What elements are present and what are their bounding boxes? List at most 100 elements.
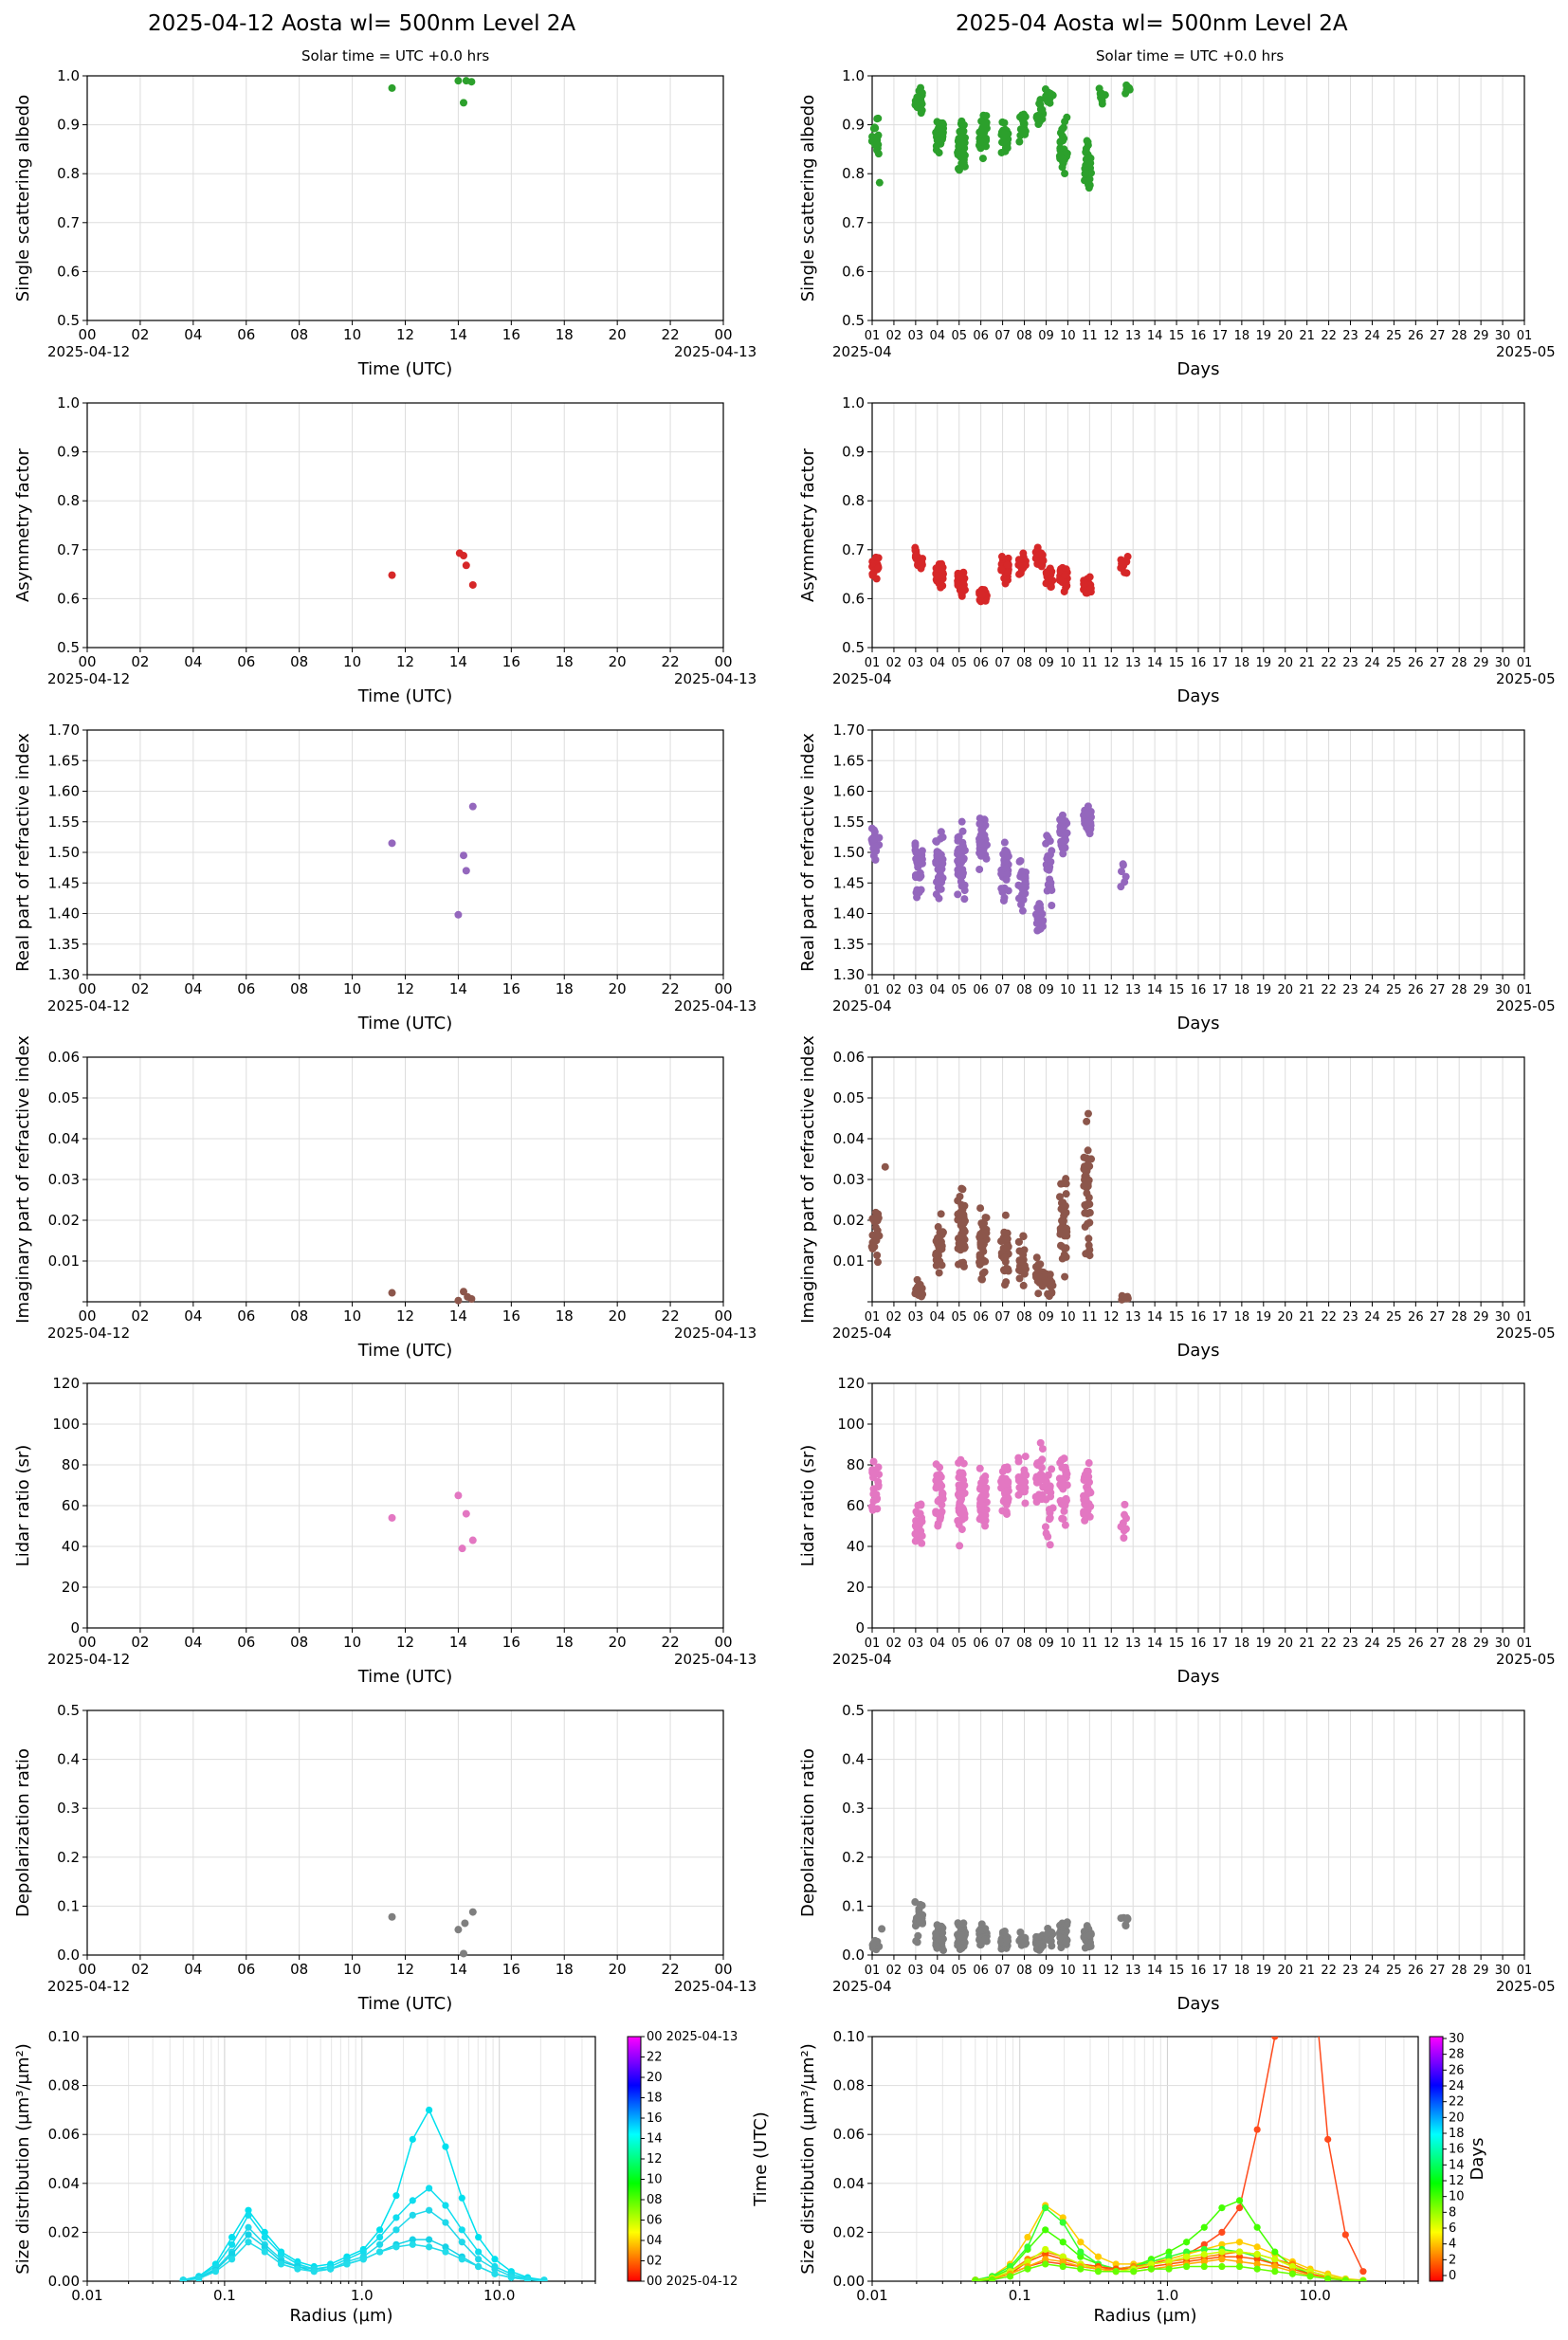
series-point [1271,2262,1279,2271]
series-point [261,2243,268,2251]
data-point [932,1942,940,1950]
data-point [1055,1193,1064,1201]
data-point [1081,176,1089,185]
data-point [955,1521,963,1529]
x-tick-label: 13 [1125,983,1141,997]
x-tick-label: 00 [714,653,732,670]
x-tick-label: 00 [714,1634,732,1651]
series-point [392,2243,400,2251]
axes-frame [871,2036,1419,2282]
data-point [1045,865,1053,873]
x-tick-label: 10 [1060,1636,1076,1651]
data-point [1083,137,1091,145]
series-point [1094,2268,1103,2276]
x-tick-label: 02 [886,1636,903,1651]
x-start-label: 2025-04-12 [47,1325,130,1342]
x-tick-label: 12 [1103,1636,1120,1651]
x-tick-label: 00 [78,1307,96,1325]
x-tick-label: 04 [184,1634,202,1651]
data-point [1001,1211,1010,1219]
series-point [277,2260,285,2268]
data-point [462,867,470,875]
data-point [1083,1117,1091,1125]
data-point [938,878,946,887]
data-point [468,802,477,811]
x-tick-label: 25 [1386,983,1402,997]
y-tick-label: 0.03 [833,1171,865,1188]
y-tick-label: 1.0 [57,67,80,84]
x-tick-label: 26 [1408,1310,1424,1325]
y-tick-label: 0.7 [57,214,80,231]
y-tick-label: 1.65 [833,752,865,769]
data-point [870,842,879,850]
series-point [1112,2268,1120,2276]
data-point [1046,1541,1054,1549]
x-tick-label: 20 [609,1634,627,1651]
y-tick-label: 0.3 [842,1800,865,1817]
data-point [454,77,463,85]
x-tick-label: 17 [1212,1636,1229,1651]
x-tick-label: 15 [1169,983,1185,997]
data-point [957,119,965,128]
x-tick-label: 08 [290,653,308,670]
data-point [956,1542,964,1550]
data-point [979,1219,988,1228]
x-tick-label: 12 [1103,1964,1120,1978]
x-tick-label: 03 [908,1310,924,1325]
data-point [1034,1940,1043,1948]
data-point [873,1232,882,1240]
x-tick-label: 06 [973,1310,989,1325]
x-tick-label: 14 [1147,1964,1163,1978]
x-tick-label: 01 [1517,983,1533,997]
y-axis-label: Depolarization ratio [13,1748,33,1917]
x-tick-label: 14 [1147,1310,1163,1325]
colorbar-gradient [1429,2036,1444,2282]
x-axis-label: Time (UTC) [357,1667,453,1687]
data-point [1084,1146,1092,1155]
x-tick-label: 24 [1364,1636,1380,1651]
data-point [1061,1272,1069,1281]
data-point [912,551,921,559]
data-point [1039,557,1048,565]
y-tick-label: 0.06 [833,1049,865,1066]
data-point [981,1214,990,1222]
data-point [1020,1938,1029,1947]
data-point [454,910,463,919]
data-point [1038,1445,1047,1453]
data-point [954,1939,962,1947]
data-point [1003,560,1012,569]
x-tick-label: 17 [1212,983,1229,997]
x-tick-label: 05 [951,329,967,343]
x-tick-label: 22 [1321,656,1337,670]
data-point [959,1226,968,1234]
x-axis-label: Days [1177,686,1220,706]
x-tick-label: 24 [1364,656,1380,670]
x-end-label: 2025-05 [1496,1651,1556,1668]
series-point [409,2135,416,2143]
panel-psd-day: 0.00 0.02 0.04 0.06 0.08 0.10 0.01 0.1 1.0 10.0 Ra… [13,2028,596,2326]
x-tick-label: 16 [1191,329,1207,343]
x-tick-label: 18 [556,1961,574,1978]
y-tick-label: 1.45 [48,874,80,891]
x-tick-label: 08 [290,326,308,343]
data-point [955,166,963,174]
data-point [957,817,966,826]
data-point [960,881,969,889]
series-point [1218,2262,1226,2271]
y-tick-label: 0.9 [842,117,865,134]
x-tick-label: 30 [1495,1636,1511,1651]
x-tick-label: 00 [714,1307,732,1325]
data-point [915,86,923,95]
data-point [977,1492,986,1501]
data-point [1083,1180,1091,1189]
data-point [454,1926,463,1934]
x-tick-label: 21 [1299,1964,1315,1978]
x-tick-label: 10 [343,653,361,670]
data-point [1119,860,1127,868]
x-start-label: 2025-04 [832,1978,892,1995]
data-point [958,827,967,835]
x-tick-label: 20 [1277,656,1293,670]
series-point [426,2243,433,2251]
series-group [972,2037,1367,2281]
data-point [454,1296,463,1305]
